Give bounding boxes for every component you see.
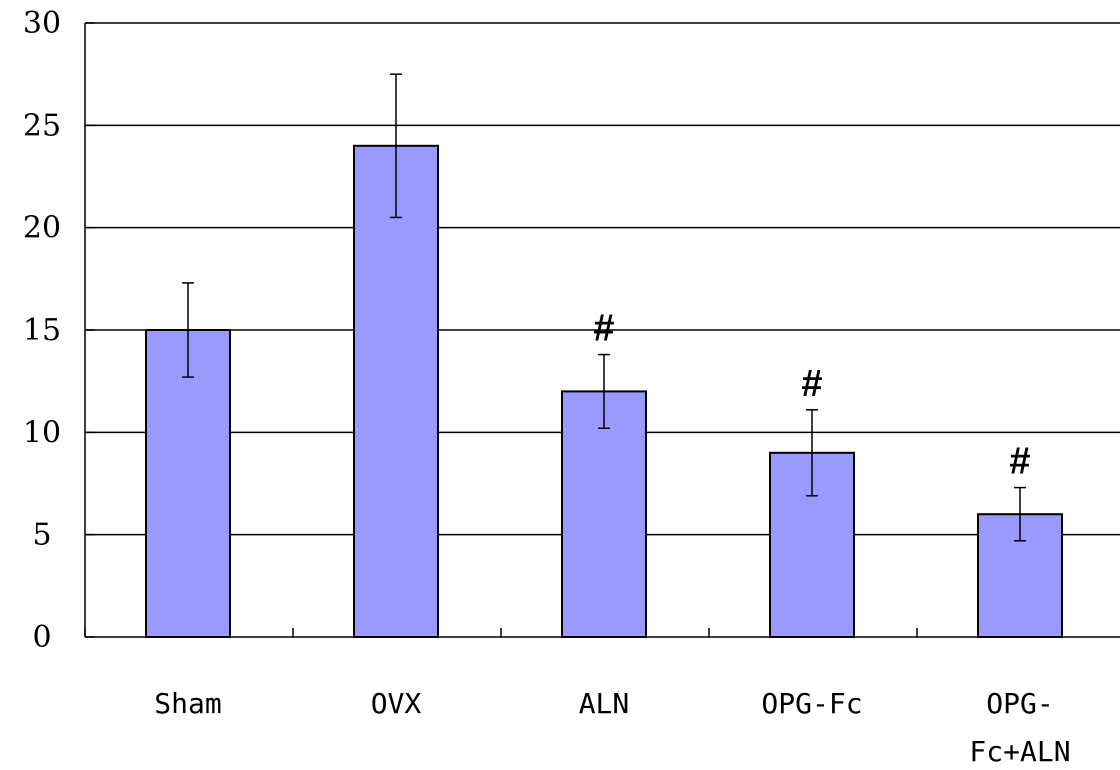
y-tick-label: 0 <box>32 620 51 655</box>
x-category-label: Sham <box>154 687 221 720</box>
y-tick-label: 5 <box>32 518 51 553</box>
x-category-label: OPG-Fc <box>761 687 862 720</box>
x-category-label: Fc+ALN <box>969 735 1070 768</box>
x-category-label: ALN <box>579 687 630 720</box>
y-tick-label: 20 <box>23 211 61 246</box>
gridlines <box>85 22 1120 536</box>
y-tick-label: 30 <box>23 6 61 41</box>
x-category-label: OVX <box>371 687 422 720</box>
labels: 0 5 10 15 20 25 30 # # # Sham OVX ALN OPG-Fc OPG- Fc+AL… <box>23 6 1071 768</box>
significance-mark: # <box>593 308 614 350</box>
significance-mark: # <box>801 363 822 405</box>
significance-mark: # <box>1009 441 1030 483</box>
y-tick-label: 15 <box>23 313 61 348</box>
y-tick-label: 10 <box>23 415 61 450</box>
x-category-label: OPG- <box>986 687 1053 720</box>
bar <box>353 144 439 639</box>
bars <box>145 73 1063 639</box>
y-tick-label: 25 <box>23 108 61 143</box>
axes <box>84 22 1120 638</box>
